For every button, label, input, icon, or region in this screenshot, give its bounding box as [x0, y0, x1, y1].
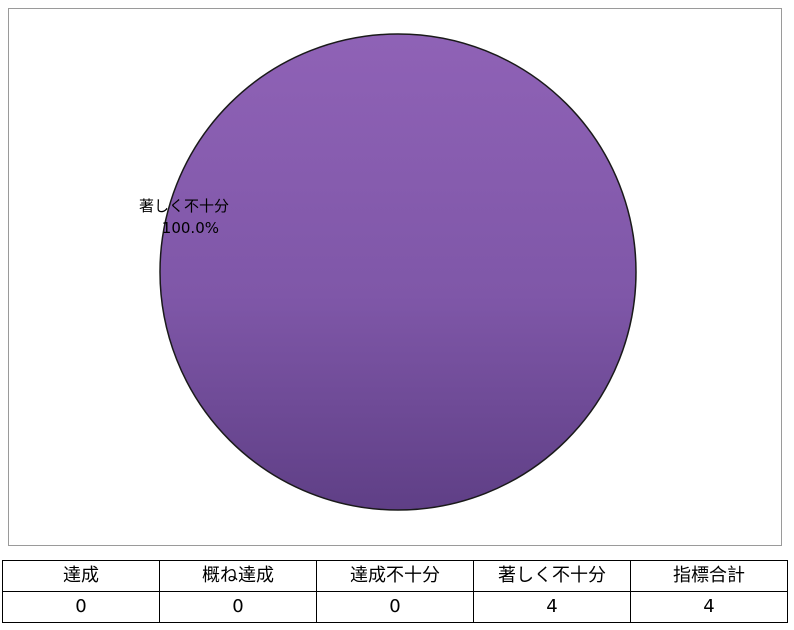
- value-cell-very-insufficient: 4: [473, 591, 631, 623]
- summary-table: 達成 概ね達成 達成不十分 著しく不十分 指標合計 0 0 0 4 4: [2, 560, 788, 623]
- value-cell-insufficient: 0: [316, 591, 474, 623]
- summary-values-row: 0 0 0 4 4: [2, 591, 788, 623]
- pie-slice-3: [159, 33, 637, 511]
- header-cell-achieved: 達成: [2, 560, 160, 592]
- data-label-slice: 著しく不十分 100.0%: [129, 195, 229, 239]
- data-label-name: 著しく不十分: [138, 197, 229, 215]
- header-cell-mostly-achieved: 概ね達成: [159, 560, 317, 592]
- header-cell-insufficient: 達成不十分: [316, 560, 474, 592]
- pie-chart: 著しく不十分 100.0%: [8, 8, 782, 546]
- value-cell-achieved: 0: [2, 591, 160, 623]
- value-cell-total: 4: [630, 591, 788, 623]
- header-cell-very-insufficient: 著しく不十分: [473, 560, 631, 592]
- summary-header-row: 達成 概ね達成 達成不十分 著しく不十分 指標合計: [2, 560, 788, 592]
- value-cell-mostly-achieved: 0: [159, 591, 317, 623]
- data-label-percent: 100.0%: [161, 219, 219, 237]
- pie-chart-svg: [159, 33, 637, 511]
- header-cell-total: 指標合計: [630, 560, 788, 592]
